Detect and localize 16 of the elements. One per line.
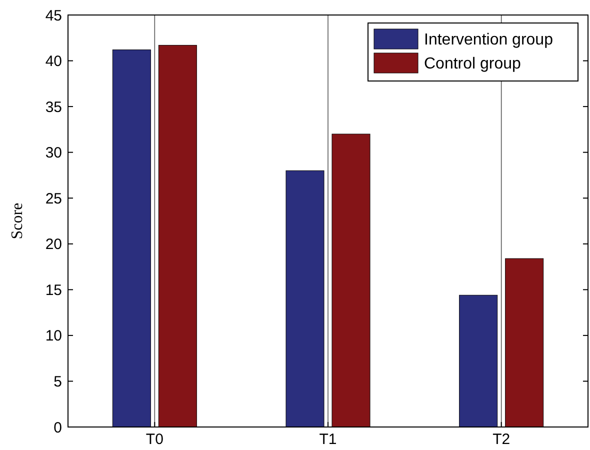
legend-label: Control group [424, 56, 522, 73]
x-tick-label: T2 [492, 431, 510, 448]
y-tick-label: 10 [45, 328, 62, 345]
y-tick-label: 45 [45, 7, 62, 24]
y-tick-label: 20 [45, 236, 62, 254]
y-tick-label: 0 [54, 419, 62, 436]
y-tick-label: 35 [45, 98, 62, 116]
x-tick-label: T0 [146, 431, 164, 448]
legend-label: Intervention group [424, 32, 554, 49]
y-tick-label: 30 [45, 144, 62, 162]
y-axis-title: Score [9, 202, 26, 240]
x-tick-label: T1 [319, 431, 337, 448]
y-tick-label: 25 [45, 190, 62, 208]
y-tick-label: 5 [54, 373, 62, 390]
y-tick-label: 40 [45, 53, 62, 70]
y-tick-label: 15 [45, 282, 62, 299]
